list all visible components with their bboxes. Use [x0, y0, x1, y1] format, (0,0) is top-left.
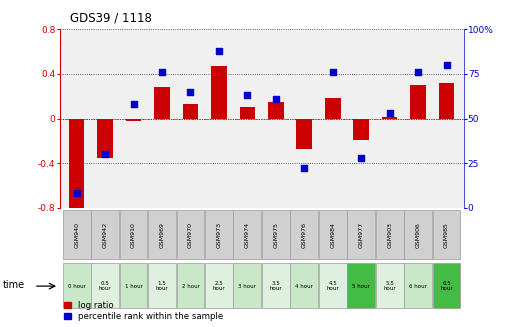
Bar [347, 263, 375, 308]
Bar [120, 210, 148, 259]
Bar [404, 263, 432, 308]
Point [130, 102, 138, 107]
Text: GSM940: GSM940 [74, 222, 79, 248]
Point [328, 70, 337, 75]
Text: GDS39 / 1118: GDS39 / 1118 [70, 11, 152, 25]
Point [158, 70, 166, 75]
Text: 6 hour: 6 hour [409, 284, 427, 289]
Text: GSM973: GSM973 [217, 222, 221, 248]
Bar [296, 119, 312, 148]
Text: 2 hour: 2 hour [181, 284, 199, 289]
Legend: log ratio, percentile rank within the sample: log ratio, percentile rank within the sa… [64, 301, 223, 321]
Point [385, 111, 394, 116]
Text: 3.5
hour: 3.5 hour [269, 281, 282, 291]
Text: 0.5
hour: 0.5 hour [99, 281, 111, 291]
Text: 1 hour: 1 hour [125, 284, 142, 289]
Bar [97, 119, 113, 158]
Point [300, 166, 308, 171]
Point [73, 191, 81, 196]
Text: 1.5
hour: 1.5 hour [156, 281, 168, 291]
Point [186, 89, 195, 95]
Bar [268, 102, 284, 119]
Bar [376, 263, 404, 308]
Text: GSM984: GSM984 [330, 222, 335, 248]
Text: 2.5
hour: 2.5 hour [212, 281, 225, 291]
Bar [205, 210, 233, 259]
Bar [353, 119, 369, 140]
Bar [91, 210, 119, 259]
Bar [69, 119, 84, 213]
Bar [148, 263, 176, 308]
Point [101, 152, 109, 157]
Bar [319, 210, 347, 259]
Text: GSM977: GSM977 [358, 222, 364, 248]
Bar [148, 210, 176, 259]
Bar [410, 85, 426, 119]
Text: 4 hour: 4 hour [295, 284, 313, 289]
Text: GSM970: GSM970 [188, 222, 193, 248]
Bar [325, 98, 340, 119]
Bar [177, 210, 205, 259]
Text: 6.5
hour: 6.5 hour [440, 281, 453, 291]
Bar [177, 263, 205, 308]
Text: GSM985: GSM985 [444, 222, 449, 248]
Bar [433, 263, 461, 308]
Text: 5.5
hour: 5.5 hour [383, 281, 396, 291]
Bar [347, 210, 375, 259]
Bar [404, 210, 432, 259]
Bar [290, 263, 318, 308]
Point [414, 70, 422, 75]
Text: GSM975: GSM975 [274, 222, 278, 248]
Bar [319, 263, 347, 308]
Point [357, 155, 365, 160]
Bar [205, 263, 233, 308]
Text: GSM903: GSM903 [387, 222, 392, 248]
Text: time: time [3, 280, 25, 290]
Point [215, 48, 223, 53]
Bar [433, 210, 461, 259]
Bar [211, 66, 227, 119]
Text: 0 hour: 0 hour [68, 284, 85, 289]
Text: GSM942: GSM942 [103, 222, 108, 248]
Bar [154, 87, 170, 119]
Bar [234, 210, 261, 259]
Bar [239, 107, 255, 119]
Point [271, 96, 280, 102]
Bar [126, 119, 141, 121]
Text: 3 hour: 3 hour [238, 284, 256, 289]
Bar [376, 210, 404, 259]
Text: GSM906: GSM906 [415, 222, 421, 248]
Bar [183, 104, 198, 119]
Bar [234, 263, 261, 308]
Bar [63, 263, 91, 308]
Bar [91, 263, 119, 308]
Bar [63, 210, 91, 259]
Text: 4.5
hour: 4.5 hour [326, 281, 339, 291]
Point [243, 93, 252, 98]
Point [442, 62, 451, 68]
Bar [262, 263, 290, 308]
Text: GSM976: GSM976 [302, 222, 307, 248]
Bar [120, 263, 148, 308]
Text: GSM974: GSM974 [245, 222, 250, 248]
Bar [439, 83, 454, 119]
Text: GSM910: GSM910 [131, 222, 136, 248]
Bar [290, 210, 318, 259]
Text: GSM969: GSM969 [160, 222, 165, 248]
Text: 5 hour: 5 hour [352, 284, 370, 289]
Bar [262, 210, 290, 259]
Bar [382, 117, 397, 119]
